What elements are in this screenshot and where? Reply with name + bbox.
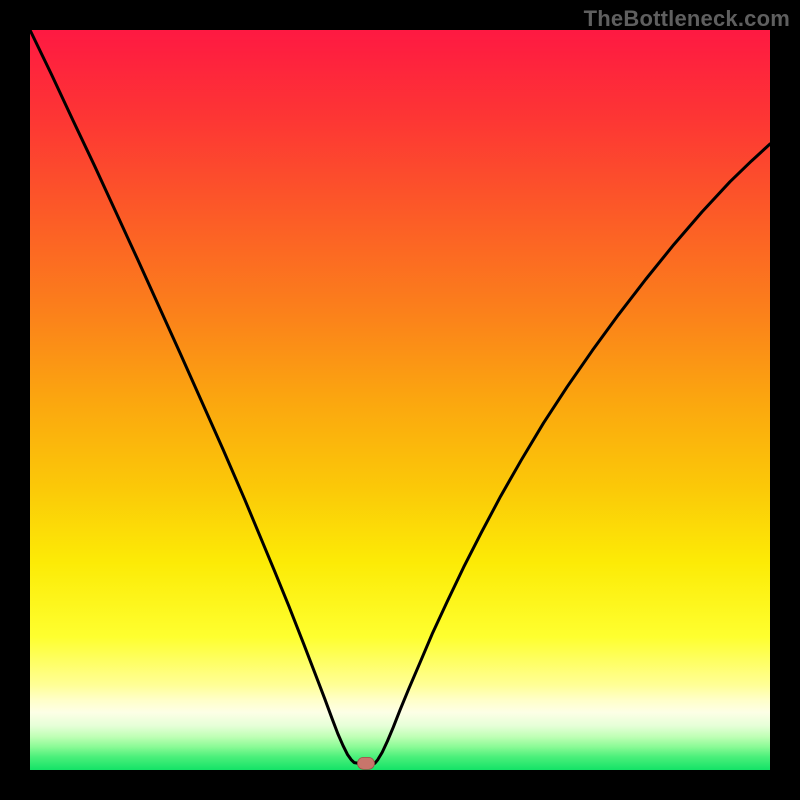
watermark-text: TheBottleneck.com — [584, 6, 790, 32]
frame-bottom — [0, 770, 800, 800]
plot-background — [30, 30, 770, 770]
chart-svg — [0, 0, 800, 800]
chart-root: TheBottleneck.com — [0, 0, 800, 800]
frame-right — [770, 0, 800, 800]
frame-left — [0, 0, 30, 800]
minimum-marker — [357, 757, 374, 769]
